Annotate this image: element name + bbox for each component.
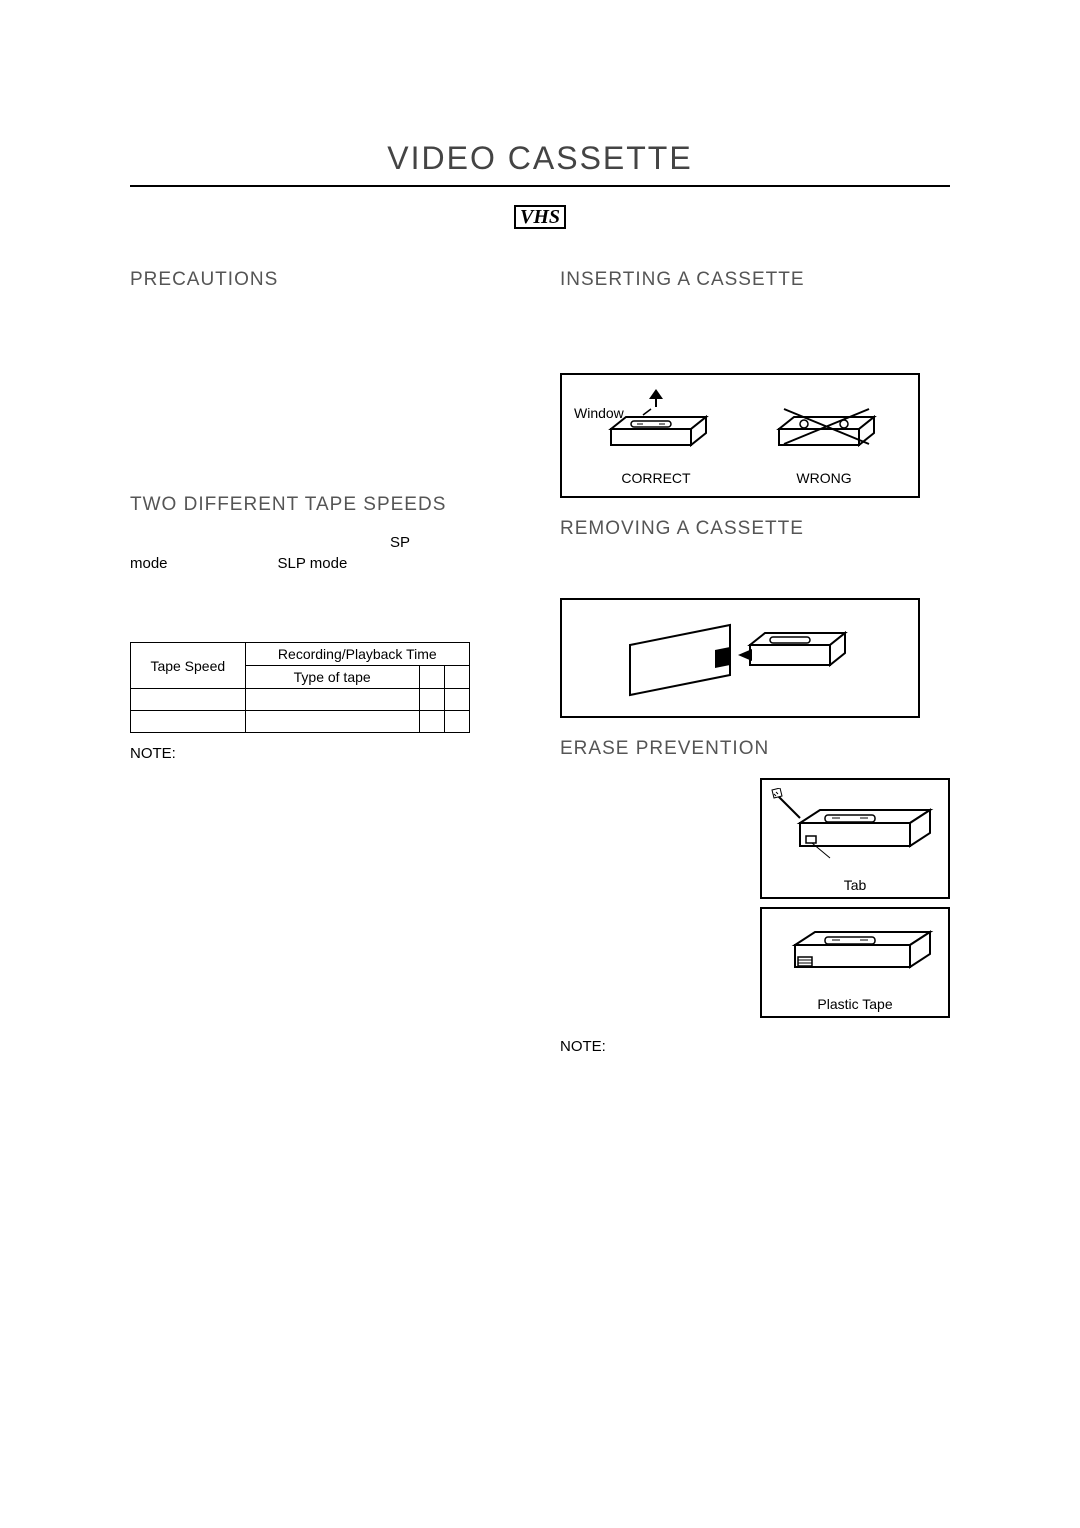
- plastic-caption: Plastic Tape: [770, 996, 940, 1012]
- content-columns: PRECAUTIONS TWO DIFFERENT TAPE SPEEDS SP…: [130, 269, 950, 1055]
- erase-plastic-figure: Plastic Tape: [760, 907, 950, 1018]
- left-column: PRECAUTIONS TWO DIFFERENT TAPE SPEEDS SP…: [130, 269, 520, 1055]
- wrong-cassette: WRONG: [759, 389, 889, 486]
- removing-figure: [560, 598, 920, 718]
- slp-label: SLP mode: [278, 555, 348, 572]
- precautions-heading: PRECAUTIONS: [130, 269, 520, 291]
- correct-cassette: CORRECT: [591, 389, 721, 486]
- vhs-logo: VHS: [514, 205, 566, 229]
- correct-caption: CORRECT: [591, 470, 721, 486]
- header-tape-speed: Tape Speed: [131, 643, 246, 689]
- table-cell: [245, 711, 419, 733]
- right-note-label: NOTE:: [560, 1038, 950, 1055]
- eject-icon: [620, 615, 860, 705]
- table-cell: [444, 689, 469, 711]
- tape-speed-table: Tape Speed Recording/Playback Time Type …: [130, 642, 470, 733]
- header-recording-time: Recording/Playback Time: [245, 643, 469, 666]
- table-cell: [419, 666, 444, 689]
- sp-label: SP: [390, 534, 410, 551]
- page-title: VIDEO CASSETTE: [387, 140, 692, 176]
- removing-heading: REMOVING A CASSETTE: [560, 518, 950, 540]
- inserting-heading: INSERTING A CASSETTE: [560, 269, 950, 291]
- inserting-figure: Window CO: [560, 373, 920, 498]
- table-cell: [131, 689, 246, 711]
- table-cell: [131, 711, 246, 733]
- header-type-of-tape: Type of tape: [245, 666, 419, 689]
- table-cell: [419, 711, 444, 733]
- plastic-tape-icon: [770, 917, 940, 987]
- right-column: INSERTING A CASSETTE Window: [560, 269, 950, 1055]
- table-cell: [245, 689, 419, 711]
- title-rule: [130, 185, 950, 187]
- mode-label: mode: [130, 555, 168, 572]
- table-row: [131, 711, 470, 733]
- wrong-caption: WRONG: [759, 470, 889, 486]
- tape-speeds-heading: TWO DIFFERENT TAPE SPEEDS: [130, 494, 520, 516]
- tab-break-icon: [770, 788, 940, 868]
- tab-caption: Tab: [770, 877, 940, 893]
- erase-heading: ERASE PREVENTION: [560, 738, 950, 760]
- table-row: [131, 689, 470, 711]
- erase-tab-figure: Tab: [760, 778, 950, 899]
- vhs-badge: VHS: [130, 205, 950, 229]
- left-note-label: NOTE:: [130, 745, 520, 762]
- mode-line: mode SLP mode: [130, 555, 520, 572]
- table-cell: [444, 666, 469, 689]
- sp-line: SP: [130, 534, 520, 551]
- table-cell: [444, 711, 469, 733]
- table-row: Tape Speed Recording/Playback Time: [131, 643, 470, 666]
- table-cell: [419, 689, 444, 711]
- cassette-correct-icon: [591, 389, 721, 459]
- cassette-wrong-icon: [759, 389, 889, 459]
- window-label: Window: [574, 405, 624, 421]
- erase-figures: Tab Plastic Tape: [560, 778, 950, 1018]
- page-title-wrap: VIDEO CASSETTE: [130, 140, 950, 177]
